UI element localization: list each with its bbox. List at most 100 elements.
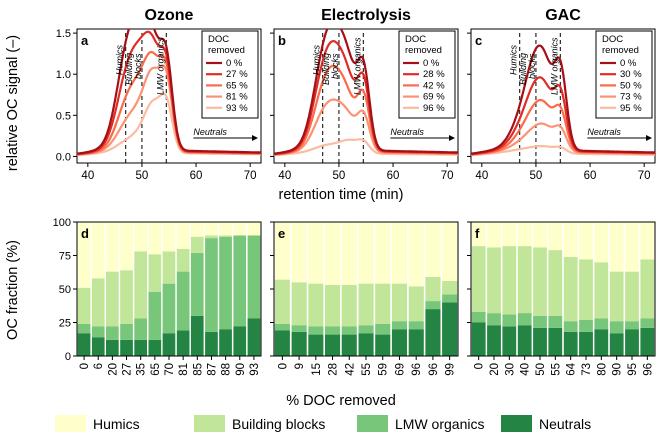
annotation-neutrals: Neutrals — [390, 127, 424, 137]
bar-segment-neutrals — [358, 333, 374, 356]
series-group — [274, 29, 458, 157]
x-tick-label: 6 — [93, 363, 105, 369]
bar-segment-lmw-organics — [471, 311, 486, 323]
bar-segment-neutrals — [120, 339, 133, 356]
bar-segment-neutrals — [274, 330, 290, 356]
y-tick-label: 75 — [59, 251, 71, 263]
bar-segment-lmw-organics — [358, 325, 374, 334]
x-tick-label: 50 — [535, 363, 547, 376]
legend-label: 65 % — [226, 80, 248, 91]
bar-segment-building-blocks — [176, 248, 190, 272]
bar-segment-building-blocks — [640, 259, 655, 319]
x-tick-label: 60 — [190, 170, 203, 182]
bar-segment-lmw-organics — [134, 318, 147, 340]
x-tick-label: 90 — [235, 363, 247, 376]
bar-segment-lmw-organics — [408, 321, 424, 330]
bar-segment-building-blocks — [533, 247, 547, 316]
panel-letter-a: a — [81, 33, 89, 48]
legend-title-line1: DOC — [208, 34, 229, 45]
bar-segment-lmw-organics — [594, 318, 609, 330]
bar-segment-neutrals — [609, 333, 624, 356]
x-tick-label: 87 — [206, 363, 218, 376]
legend-swatch-humics — [55, 415, 86, 432]
bar-segment-building-blocks — [106, 271, 119, 327]
x-tick-label: 50 — [136, 170, 149, 182]
panel-title-c: GAC — [545, 7, 581, 24]
bar-segment-humics — [233, 222, 247, 236]
bar-segment-building-blocks — [162, 251, 176, 284]
annotation-lmw: LMW organics — [352, 37, 362, 95]
bar-segment-building-blocks — [594, 262, 609, 319]
bar-segment-building-blocks — [120, 270, 133, 324]
annotation-blocks: blocks — [133, 53, 143, 79]
bar-segment-lmw-organics — [291, 325, 307, 332]
bar-segment-lmw-organics — [502, 314, 517, 327]
bar-segment-neutrals — [408, 329, 424, 356]
bar-segment-neutrals — [502, 326, 517, 356]
x-tick-label: 50 — [530, 170, 543, 182]
chromatogram-panel-c: 40 50 60 70 Humics Building blocks LMW organics… — [467, 28, 656, 182]
bar-segment-humics — [162, 222, 176, 252]
bar-segment-lmw-organics — [233, 235, 247, 327]
fraction-annotations: Humics Building blocks LMW organics Neutrals — [312, 37, 455, 141]
bar-segment-humics — [247, 222, 261, 236]
x-tick-label: 70 — [441, 170, 454, 182]
fraction-annotations: Humics Building blocks LMW organics Neutrals — [115, 37, 258, 141]
plot-frame — [76, 221, 262, 357]
bar-segment-neutrals — [190, 315, 204, 356]
x-tick-label: 96 — [642, 363, 654, 376]
y-tick-label: 1.5 — [56, 28, 71, 40]
bar-segment-humics — [358, 222, 374, 284]
annotation-neutrals: Neutrals — [587, 127, 621, 137]
x-tick-label: 81 — [178, 363, 190, 376]
x-tick-label: 42 — [344, 363, 356, 376]
x-tick-label: 0 — [474, 363, 486, 369]
panel-letter-e: e — [278, 226, 285, 241]
bar-segment-neutrals — [106, 339, 119, 356]
bar-segment-lmw-organics — [548, 315, 563, 328]
bar-segment-neutrals — [325, 334, 341, 356]
bar-segment-lmw-organics — [162, 283, 176, 334]
bar-segment-humics — [563, 222, 578, 257]
bar-segment-humics — [442, 222, 458, 281]
x-tick-label: 80 — [596, 363, 608, 376]
x-tick-label: 70 — [164, 363, 176, 376]
bar-segment-lmw-organics — [91, 326, 105, 338]
bar-segment-humics — [274, 222, 290, 280]
legend-label: Humics — [93, 416, 140, 432]
annotation-building: Building — [321, 53, 331, 85]
x-tick-label: 93 — [249, 363, 261, 376]
bar-segment-humics — [77, 222, 91, 288]
legend-label: 96 % — [423, 103, 445, 114]
y-tick-label: 0.5 — [56, 110, 71, 122]
legend-title-line2: removed — [602, 45, 639, 56]
bar-segment-neutrals — [640, 327, 655, 356]
legend-label: Building blocks — [232, 416, 325, 432]
chromatogram-panel-a: 40 50 60 70 0.0 0.5 1.0 1.5 Humics Building blocks… — [56, 28, 262, 182]
legend-label: 42 % — [423, 80, 445, 91]
bar-segment-humics — [291, 222, 307, 283]
annotation-lmw: LMW organics — [549, 37, 559, 95]
neutrals-arrow-head — [646, 135, 652, 141]
x-tick-label: 40 — [475, 170, 488, 182]
x-tick-label: 55 — [550, 363, 562, 376]
bar-segment-lmw-organics — [625, 321, 639, 330]
x-tick-label: 28 — [328, 363, 340, 376]
bar-segment-humics — [219, 222, 232, 236]
series-group — [471, 44, 655, 157]
x-tick-label: 59 — [378, 363, 390, 376]
legend-label: 81 % — [226, 92, 248, 103]
bar-segment-humics — [375, 222, 391, 284]
legend-label: 28 % — [423, 69, 445, 80]
bar-segment-neutrals — [625, 329, 639, 356]
annotation-humics: Humics — [509, 44, 519, 75]
bar-segment-lmw-organics — [391, 321, 407, 330]
annotation-humics: Humics — [115, 44, 125, 75]
bar-segment-building-blocks — [442, 281, 458, 295]
bar-segment-building-blocks — [274, 279, 290, 324]
bar-segment-humics — [106, 222, 119, 272]
y-tick-label: 0.0 — [56, 151, 71, 163]
bar-segment-humics — [579, 222, 593, 260]
bar-segment-building-blocks — [408, 286, 424, 322]
